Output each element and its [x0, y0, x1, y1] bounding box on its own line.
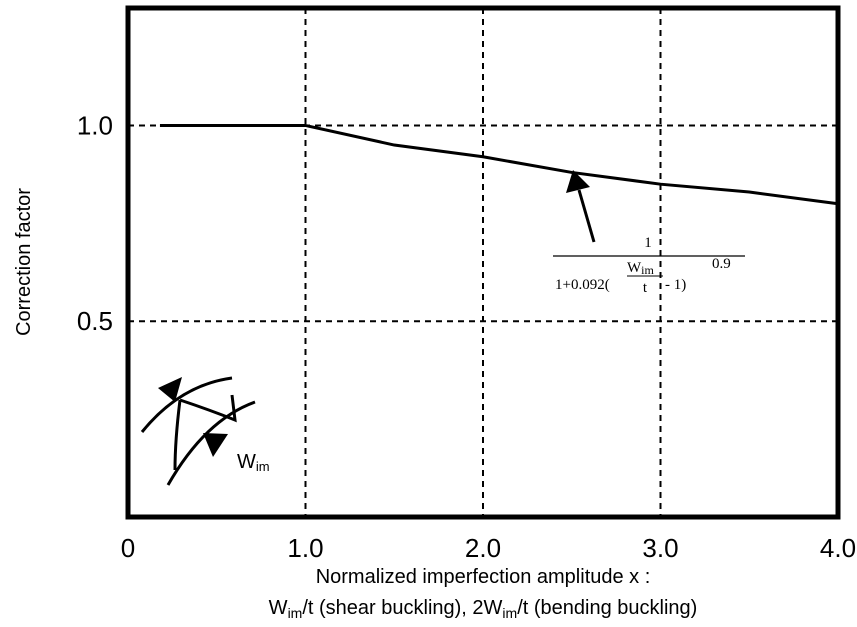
y-tick-label: 0.5: [77, 306, 113, 336]
curve: [159, 123, 839, 206]
formula: 1 1+0.092( Wim t - 1) 0.9: [553, 235, 745, 296]
x-axis-label: Normalized imperfection amplitude x :: [316, 566, 651, 588]
x-tick-label: 0: [121, 533, 135, 563]
y-axis-label: Correction factor: [13, 188, 35, 336]
plot-frame: [125, 5, 841, 520]
inset-label: Wim: [237, 451, 270, 474]
y-tick-label: 1.0: [77, 110, 113, 140]
formula-frac-top: Wim: [627, 260, 655, 277]
formula-frac-bottom: t: [643, 280, 648, 296]
annotation-arrow: [566, 170, 596, 243]
formula-suffix: - 1): [665, 277, 686, 293]
x-tick-label: 2.0: [465, 533, 501, 563]
x-tick-label: 4.0: [820, 533, 856, 563]
formula-exponent: 0.9: [712, 256, 731, 272]
formula-numerator: 1: [644, 235, 652, 251]
x-axis-label: Wim/t (shear buckling), 2Wim/t (bending …: [269, 597, 698, 621]
formula-prefix: 1+0.092(: [555, 277, 610, 293]
x-tick-label: 3.0: [642, 533, 678, 563]
imperfection-icon: [140, 376, 256, 486]
x-tick-label: 1.0: [287, 533, 323, 563]
